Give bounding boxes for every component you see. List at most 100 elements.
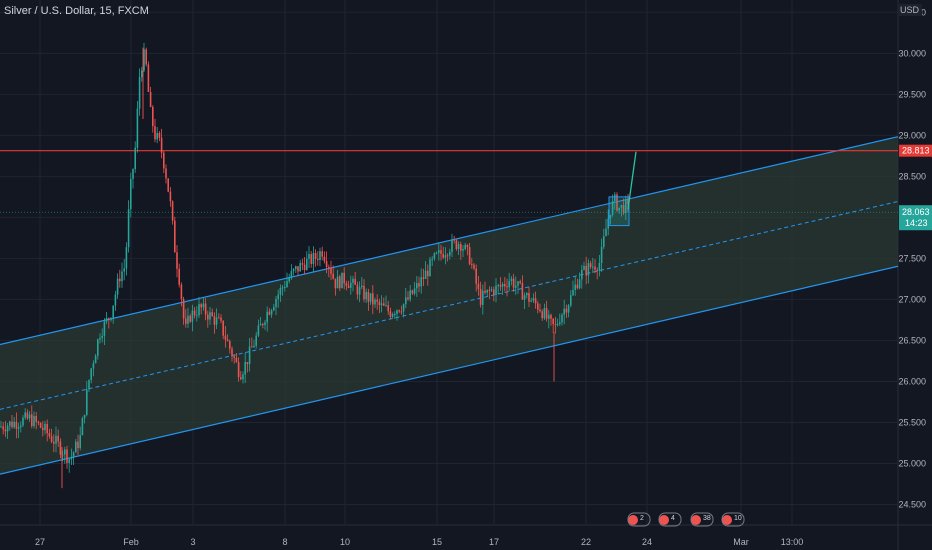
candle-body — [367, 291, 370, 302]
candle-body — [594, 266, 596, 270]
candle-body — [59, 441, 62, 455]
candle-body — [616, 194, 618, 211]
candle-body — [446, 255, 449, 257]
candle-body — [191, 310, 194, 322]
candle-body — [625, 199, 627, 213]
candle-body — [193, 310, 196, 316]
breakout-line — [627, 151, 637, 210]
candle-body — [198, 304, 200, 316]
event-flag-icon — [691, 515, 701, 525]
candle-body — [596, 269, 598, 271]
candle-body — [460, 244, 462, 251]
candle-body — [299, 263, 301, 272]
candle-body — [328, 266, 330, 268]
candle-body — [598, 263, 601, 271]
candle-body — [158, 132, 161, 138]
candle-body — [248, 346, 251, 365]
candle-body — [119, 278, 121, 282]
event-count: 10 — [734, 515, 742, 522]
candle-body — [347, 285, 350, 288]
candle-body — [523, 295, 526, 300]
candle-body — [81, 418, 84, 436]
candle-body — [532, 298, 535, 301]
candle-body — [160, 137, 163, 153]
candle-body — [39, 422, 42, 428]
candle-body — [556, 323, 559, 325]
candle-body — [37, 421, 40, 423]
candle-body — [528, 293, 530, 302]
candle-body — [72, 452, 75, 458]
candle-body — [409, 290, 411, 300]
candle-body — [215, 317, 218, 325]
candle-body — [233, 356, 235, 358]
event-marker[interactable]: 2 — [627, 512, 651, 527]
candle-body — [262, 323, 264, 325]
candle-body — [145, 49, 147, 65]
candle-body — [343, 272, 345, 284]
candle-body — [438, 250, 440, 253]
candle-body — [284, 286, 286, 288]
candle-body — [138, 77, 141, 109]
candle-body — [279, 288, 282, 295]
candle-body — [530, 300, 532, 302]
candle-body — [61, 454, 64, 456]
candle-body — [134, 147, 136, 170]
currency-label[interactable]: USD — [896, 4, 922, 16]
candle-body — [116, 278, 119, 295]
candle-body — [6, 425, 9, 432]
event-marker-outline — [627, 512, 651, 527]
candle-body — [275, 299, 277, 308]
candle-body — [66, 449, 68, 463]
event-flag-icon — [628, 515, 638, 525]
event-marker[interactable]: 38 — [690, 512, 714, 527]
candle-body — [495, 285, 497, 295]
candle-body — [600, 246, 603, 264]
candle-body — [46, 423, 48, 434]
candle-body — [468, 247, 471, 265]
candle-body — [64, 449, 66, 455]
candle-body — [484, 290, 486, 293]
candle-body — [180, 284, 183, 300]
candle-body — [554, 324, 557, 326]
candle-body — [325, 261, 328, 267]
channel-upper-line — [0, 136, 899, 346]
candle-body — [310, 253, 312, 264]
consolidation-box — [608, 196, 630, 227]
event-flag-icon — [722, 515, 732, 525]
candle-body — [94, 355, 97, 364]
candle-body — [33, 415, 35, 427]
candle-body — [86, 389, 88, 415]
candle-body — [352, 278, 354, 283]
candle-body — [519, 281, 521, 284]
event-marker[interactable]: 10 — [721, 512, 745, 527]
candle-body — [380, 303, 383, 306]
candle-body — [508, 280, 510, 288]
candle-body — [17, 427, 20, 429]
event-marker[interactable]: 4 — [658, 512, 682, 527]
candle-body — [48, 433, 51, 437]
candle-body — [504, 283, 506, 287]
candle-body — [57, 435, 59, 442]
candle-body — [255, 335, 257, 346]
candle-body — [31, 414, 33, 427]
countdown-label: 14:23 — [905, 218, 928, 228]
candle-body — [114, 294, 117, 306]
candle-body — [112, 305, 114, 318]
candle-body — [541, 311, 543, 319]
y-tick-label: 27.500 — [898, 253, 926, 263]
y-tick-label: 24.500 — [898, 499, 926, 509]
candle-body — [156, 132, 158, 140]
y-tick-label: 29.000 — [898, 130, 926, 140]
candle-body — [420, 277, 422, 287]
event-count: 4 — [671, 515, 675, 522]
candle-body — [277, 294, 279, 300]
candle-body — [521, 283, 524, 300]
x-tick-label: 13:00 — [781, 537, 804, 547]
candle-body — [627, 199, 629, 204]
candle-body — [286, 281, 288, 287]
candle-body — [303, 264, 306, 270]
candle-body — [127, 209, 130, 248]
candle-body — [110, 317, 112, 320]
event-marker-outline — [721, 512, 745, 527]
